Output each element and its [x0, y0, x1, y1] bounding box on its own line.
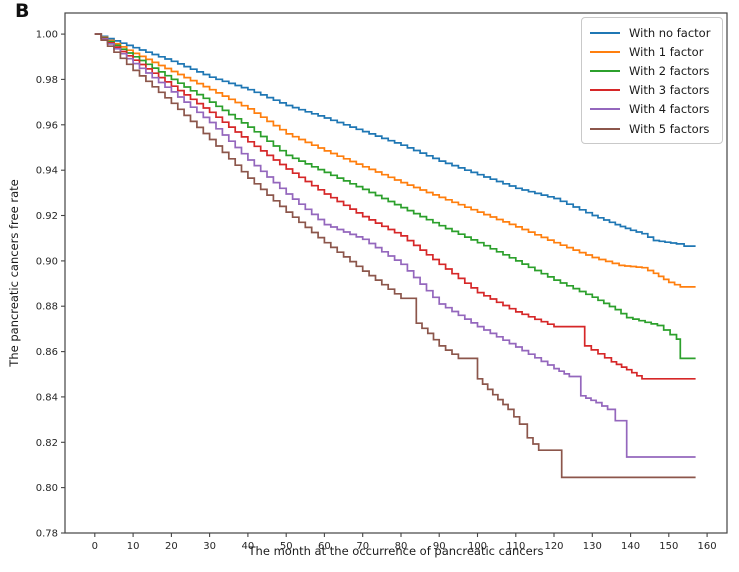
y-tick-label: 0.96	[36, 120, 58, 131]
series-line-with-3-factors	[94, 33, 696, 380]
legend-swatch-with-2-factors	[590, 69, 620, 72]
y-tick-label: 0.80	[36, 483, 58, 494]
series-line-with-5-factors	[94, 33, 696, 479]
x-tick-label: 160	[698, 541, 717, 552]
legend-item-with-5-factors: With 5 factors	[590, 119, 714, 138]
y-tick-label: 0.88	[36, 302, 58, 313]
legend-label-with-2-factors: With 2 factors	[629, 63, 710, 78]
plot-border	[64, 12, 728, 534]
y-tick-label: 0.82	[36, 438, 58, 449]
x-tick-label: 60	[318, 541, 331, 552]
x-axis-label: The month at the occurrence of pancreati…	[248, 544, 544, 558]
legend-swatch-with-1-factor	[590, 50, 620, 53]
y-axis-label: The pancreatic cancers free rate	[7, 179, 21, 367]
legend-label-with-5-factors: With 5 factors	[629, 121, 710, 136]
x-tick-label: 120	[544, 541, 563, 552]
series-line-with-no-factor	[94, 33, 696, 247]
x-tick-label: 70	[356, 541, 369, 552]
x-tick-label: 150	[659, 541, 678, 552]
y-tick-label: 1.00	[36, 30, 58, 41]
y-tick-label: 0.90	[36, 256, 58, 267]
legend-item-with-4-factors: With 4 factors	[590, 100, 714, 119]
legend-item-with-no-factor: With no factor	[590, 23, 714, 42]
legend-item-with-3-factors: With 3 factors	[590, 81, 714, 100]
x-tick-label: 100	[468, 541, 487, 552]
series-line-with-2-factors	[94, 33, 696, 360]
panel-label: B	[15, 0, 30, 22]
legend-swatch-with-no-factor	[590, 31, 620, 34]
x-tick-label: 50	[280, 541, 293, 552]
y-tick-label: 0.84	[36, 392, 58, 403]
x-tick-label: 140	[621, 541, 640, 552]
x-tick-label: 80	[395, 541, 408, 552]
x-tick-label: 20	[165, 541, 178, 552]
y-tick-label: 0.78	[36, 529, 58, 540]
x-tick-label: 0	[92, 541, 98, 552]
x-tick-label: 30	[203, 541, 216, 552]
legend-label-with-3-factors: With 3 factors	[629, 83, 710, 98]
x-tick-label: 90	[433, 541, 446, 552]
legend-swatch-with-5-factors	[590, 127, 620, 130]
x-tick-label: 130	[583, 541, 602, 552]
series-line-with-1-factor	[94, 33, 696, 288]
legend-swatch-with-3-factors	[590, 89, 620, 92]
x-tick-label: 40	[242, 541, 255, 552]
legend-label-with-4-factors: With 4 factors	[629, 102, 710, 117]
y-tick-label: 0.94	[36, 166, 58, 177]
legend-label-with-no-factor: With no factor	[629, 25, 711, 40]
series-line-with-4-factors	[94, 33, 696, 458]
x-tick-label: 10	[127, 541, 140, 552]
legend-swatch-with-4-factors	[590, 108, 620, 111]
y-tick-label: 0.92	[36, 211, 58, 222]
y-tick-label: 0.98	[36, 75, 58, 86]
legend: With no factor With 1 factor With 2 factor…	[581, 17, 723, 145]
legend-label-with-1-factor: With 1 factor	[629, 44, 704, 59]
legend-item-with-1-factor: With 1 factor	[590, 42, 714, 61]
y-tick-label: 0.86	[36, 347, 58, 358]
legend-item-with-2-factors: With 2 factors	[590, 61, 714, 80]
x-tick-label: 110	[506, 541, 525, 552]
